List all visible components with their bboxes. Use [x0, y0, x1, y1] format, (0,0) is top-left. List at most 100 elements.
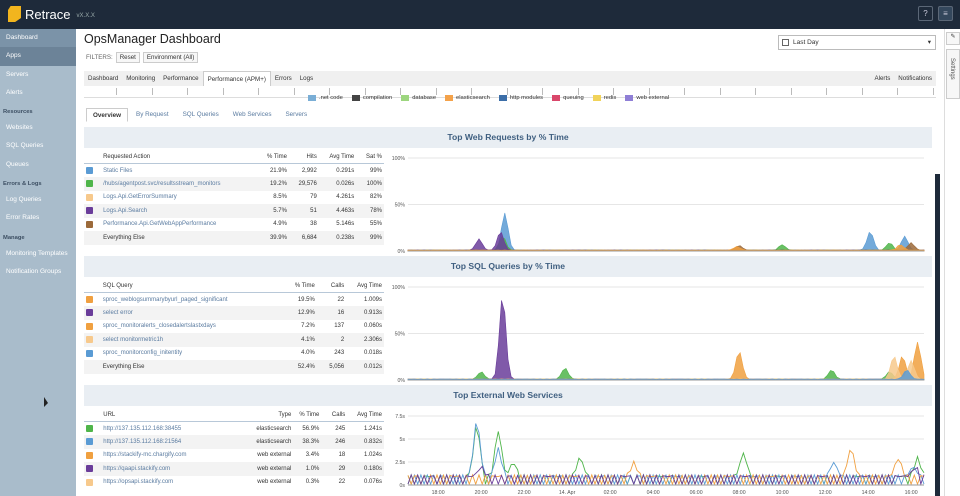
- tab-logs[interactable]: Logs: [299, 75, 314, 82]
- column-header[interactable]: % Time: [261, 150, 289, 164]
- subtab-by-request[interactable]: By Request: [136, 111, 169, 118]
- row-link[interactable]: Logs.Api.Search: [103, 207, 148, 214]
- column-header[interactable]: Requested Action: [101, 150, 262, 164]
- row-link[interactable]: https://qaapi.stackify.com: [103, 465, 171, 472]
- table-row[interactable]: Everything Else 52.4% 5,056 0.012s: [84, 360, 384, 374]
- row-link[interactable]: sproc_monitorconfig_initentity: [102, 350, 183, 357]
- sidebar-item-alerts[interactable]: Alerts: [6, 88, 23, 96]
- timeline-slider[interactable]: [84, 86, 936, 98]
- subtab-overview[interactable]: Overview: [86, 108, 129, 122]
- sidebar-item-monitoring-templates[interactable]: Monitoring Templates: [6, 249, 68, 257]
- pin-icon[interactable]: ✎: [946, 32, 960, 45]
- series-checkbox[interactable]: [86, 478, 93, 486]
- tab-errors[interactable]: Errors: [274, 75, 292, 82]
- table-row[interactable]: Everything Else 39.9% 6,684 0.238s 99%: [84, 231, 384, 245]
- table-row[interactable]: https://stackify-mc.chargify.com web exte…: [84, 449, 384, 463]
- retrace-logo[interactable]: Retrace vX.X.X: [8, 6, 95, 22]
- legend-item[interactable]: http modules: [498, 95, 543, 101]
- legend-item[interactable]: elasticsearch: [445, 95, 490, 101]
- column-header[interactable]: Avg Time: [318, 150, 357, 164]
- tab-alerts[interactable]: Alerts: [874, 75, 891, 82]
- column-header[interactable]: SQL Query: [100, 279, 288, 293]
- subtab-sql-queries[interactable]: SQL Queries: [182, 111, 219, 118]
- row-link[interactable]: select monitormetric1h: [102, 336, 164, 343]
- legend-item[interactable]: database: [401, 95, 436, 101]
- table-row[interactable]: Logs.Api.GetErrorSummary 8.5% 79 4.261s 82%: [84, 191, 384, 205]
- sidebar-item-error-rates[interactable]: Error Rates: [6, 214, 40, 222]
- table-row[interactable]: select monitormetric1h 4.1% 2 2.306s: [84, 333, 384, 347]
- column-header[interactable]: Calls: [316, 279, 347, 293]
- series-line[interactable]: [407, 449, 925, 486]
- sidebar-item-apps[interactable]: Apps: [0, 47, 76, 66]
- legend-item[interactable]: queuing: [552, 95, 584, 101]
- row-link[interactable]: http://137.135.112.168:38455: [103, 425, 182, 432]
- series-checkbox[interactable]: [86, 438, 93, 446]
- series-checkbox[interactable]: [86, 207, 93, 215]
- series-checkbox[interactable]: [86, 349, 93, 357]
- column-header[interactable]: Avg Time: [346, 279, 384, 293]
- row-link[interactable]: sproc_monitoralerts_closedalertslastxday…: [102, 323, 216, 330]
- table-row[interactable]: Static Files 21.9% 2,992 0.291s 99%: [84, 164, 384, 178]
- series-checkbox[interactable]: [86, 451, 93, 459]
- table-row[interactable]: http://137.135.112.168:38455 elasticsearc…: [84, 422, 384, 436]
- table-row[interactable]: Logs.Api.Search 5.7% 51 4.463s 78%: [84, 204, 384, 218]
- tab-performance-apm+-[interactable]: Performance (APM+): [202, 71, 271, 86]
- series-area[interactable]: [407, 367, 925, 381]
- row-link[interactable]: http://137.135.112.168:21564: [103, 438, 182, 445]
- column-header[interactable]: Avg Time: [347, 408, 384, 422]
- legend-item[interactable]: .net code: [308, 95, 343, 101]
- tab-performance[interactable]: Performance: [163, 75, 199, 82]
- row-link[interactable]: Performance.Api.GetWebAppPerformance: [103, 221, 217, 228]
- column-header[interactable]: Type: [232, 408, 294, 422]
- table-row[interactable]: https://qaapi.stackify.com web external 1.…: [84, 462, 384, 476]
- column-header[interactable]: URL: [101, 408, 233, 422]
- subtab-web-services[interactable]: Web Services: [232, 111, 272, 118]
- reset-filters-button[interactable]: Reset: [115, 52, 140, 63]
- tab-notifications[interactable]: Notifications: [898, 75, 932, 82]
- scrollbar[interactable]: [935, 174, 940, 496]
- table-row[interactable]: https://opsapi.stackify.com web external 0…: [84, 476, 384, 490]
- column-header[interactable]: % Time: [293, 408, 322, 422]
- series-checkbox[interactable]: [86, 295, 93, 303]
- series-area[interactable]: [407, 342, 925, 381]
- environment-filter[interactable]: Environment (All): [142, 52, 199, 63]
- menu-button[interactable]: ≡: [938, 6, 953, 21]
- table-row[interactable]: /hubs/agentpost.svc/resultsstream_monito…: [84, 177, 384, 191]
- legend-item[interactable]: compilation: [351, 95, 392, 101]
- row-link[interactable]: sproc_weblogsummarybyurl_paged_significa…: [102, 296, 228, 303]
- table-row[interactable]: Performance.Api.GetWebAppPerformance 4.9%…: [84, 218, 384, 232]
- series-checkbox[interactable]: [86, 424, 93, 432]
- column-header[interactable]: % Time: [287, 279, 317, 293]
- series-area[interactable]: [407, 244, 925, 252]
- sidebar-item-queues[interactable]: Queues: [6, 160, 29, 168]
- series-checkbox[interactable]: [86, 309, 93, 317]
- sidebar-item-notification-groups[interactable]: Notification Groups: [6, 267, 62, 275]
- table-row[interactable]: http://137.135.112.168:21564 elasticsearc…: [84, 435, 384, 449]
- row-link[interactable]: https://opsapi.stackify.com: [103, 479, 174, 486]
- column-header[interactable]: Hits: [288, 150, 319, 164]
- series-checkbox[interactable]: [86, 336, 93, 344]
- series-area[interactable]: [407, 212, 925, 252]
- table-row[interactable]: sproc_monitorconfig_initentity 4.0% 243 0.0…: [84, 347, 384, 361]
- settings-tab[interactable]: Settings: [946, 49, 960, 99]
- sidebar-item-log-queries[interactable]: Log Queries: [6, 196, 42, 204]
- series-checkbox[interactable]: [86, 465, 93, 473]
- series-line[interactable]: [407, 465, 925, 486]
- row-link[interactable]: /hubs/agentpost.svc/resultsstream_monito…: [103, 180, 221, 187]
- help-button[interactable]: ?: [918, 6, 933, 21]
- table-row[interactable]: select error 12.9% 16 0.913s: [84, 306, 384, 320]
- row-link[interactable]: select error: [102, 309, 133, 316]
- series-checkbox[interactable]: [86, 322, 93, 330]
- table-row[interactable]: sproc_weblogsummarybyurl_paged_significa…: [84, 293, 384, 307]
- tab-monitoring[interactable]: Monitoring: [126, 75, 156, 82]
- row-link[interactable]: Static Files: [103, 167, 133, 174]
- column-header[interactable]: Sat %: [356, 150, 384, 164]
- series-checkbox[interactable]: [86, 193, 93, 201]
- row-link[interactable]: Logs.Api.GetErrorSummary: [103, 194, 177, 201]
- series-checkbox[interactable]: [86, 220, 93, 228]
- time-range-select[interactable]: Last Day ▾: [778, 35, 936, 50]
- table-row[interactable]: sproc_monitoralerts_closedalertslastxday…: [84, 320, 384, 334]
- series-area[interactable]: [407, 370, 925, 381]
- series-line[interactable]: [407, 423, 925, 486]
- series-checkbox[interactable]: [86, 166, 93, 174]
